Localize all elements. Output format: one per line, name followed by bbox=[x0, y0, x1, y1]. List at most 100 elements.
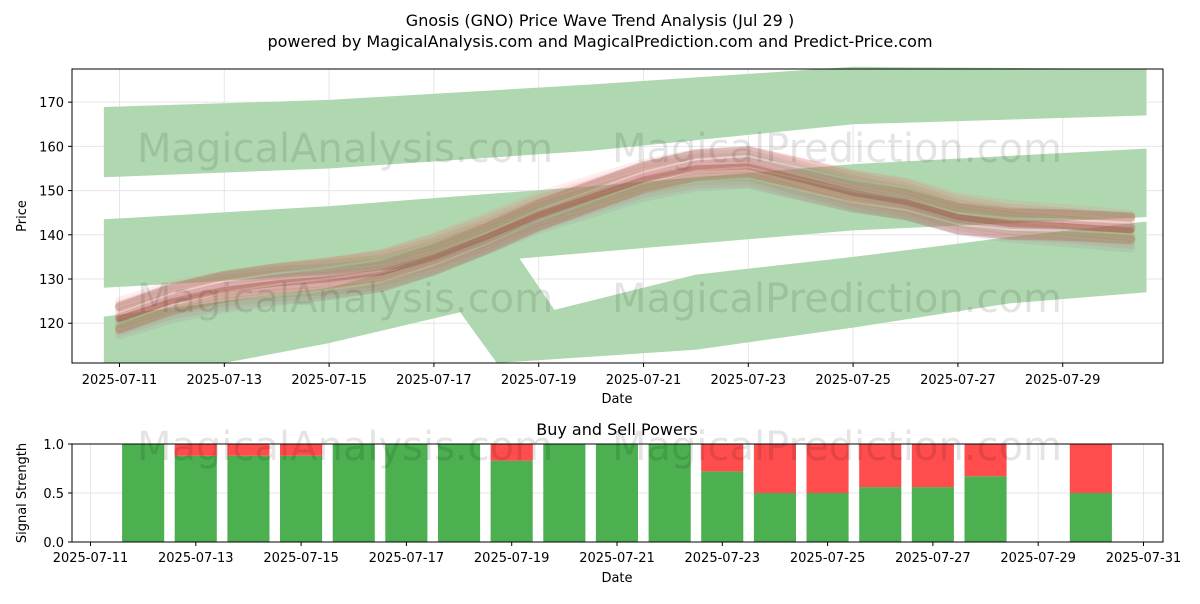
wave-band bbox=[115, 156, 1136, 323]
x-tick-label: 2025-07-23 bbox=[685, 551, 761, 566]
x-tick-label: 2025-07-15 bbox=[263, 551, 339, 566]
buy-bar bbox=[701, 471, 744, 542]
signal-y-label: Signal Strength bbox=[15, 443, 30, 543]
buy-bar bbox=[280, 455, 323, 542]
wave-band bbox=[115, 168, 1136, 332]
wave-band bbox=[115, 171, 1136, 334]
x-tick-label: 2025-07-29 bbox=[1025, 373, 1101, 388]
sell-bar bbox=[753, 444, 796, 493]
sell-bar bbox=[1069, 444, 1112, 493]
trend-band-lower bbox=[103, 221, 1147, 363]
buy-bar bbox=[911, 487, 954, 542]
x-tick-label: 2025-07-23 bbox=[711, 373, 787, 388]
signal-bars bbox=[122, 444, 1112, 542]
wave-band bbox=[115, 157, 1136, 323]
buy-bar bbox=[964, 476, 1007, 542]
wave-band bbox=[115, 168, 1136, 334]
wave-band bbox=[115, 167, 1136, 325]
buy-bar bbox=[438, 444, 481, 542]
y-tick-label: 170 bbox=[39, 96, 64, 111]
price-x-ticks: 2025-07-11 2025-07-13 2025-07-15 2025-07-17… bbox=[82, 363, 1101, 388]
buy-bar bbox=[806, 493, 849, 542]
y-tick-label: 160 bbox=[39, 140, 64, 155]
chart-title: Gnosis (GNO) Price Wave Trend Analysis (… bbox=[406, 11, 794, 30]
buy-bar bbox=[595, 444, 638, 542]
wave-band bbox=[115, 178, 1136, 336]
x-tick-label: 2025-07-31 bbox=[1106, 551, 1182, 566]
wave-band bbox=[115, 157, 1136, 321]
x-tick-label: 2025-07-17 bbox=[369, 551, 445, 566]
x-tick-label: 2025-07-19 bbox=[501, 373, 577, 388]
watermark: MagicalAnalysis.com bbox=[137, 276, 553, 322]
wave-band bbox=[115, 153, 1136, 312]
sell-bar bbox=[701, 444, 744, 472]
wave-band bbox=[115, 168, 1136, 329]
buy-bar bbox=[122, 444, 165, 542]
wave-band bbox=[115, 149, 1136, 311]
x-tick-label: 2025-07-21 bbox=[579, 551, 655, 566]
sell-bar bbox=[911, 444, 954, 488]
price-panel: MagicalAnalysis.com MagicalPrediction.co… bbox=[15, 66, 1164, 407]
signal-x-ticks: 2025-07-11 2025-07-13 2025-07-15 2025-07-17… bbox=[53, 542, 1182, 566]
y-tick-label: 1.0 bbox=[43, 438, 64, 453]
watermark: MagicalPrediction.com bbox=[612, 424, 1062, 470]
x-tick-label: 2025-07-13 bbox=[187, 373, 263, 388]
x-tick-label: 2025-07-11 bbox=[82, 373, 158, 388]
x-tick-label: 2025-07-29 bbox=[1000, 551, 1076, 566]
buy-bar bbox=[227, 455, 270, 542]
signal-y-ticks: 0.0 0.5 1.0 bbox=[43, 438, 72, 551]
watermark: MagicalAnalysis.com bbox=[137, 126, 553, 172]
sell-bar bbox=[859, 444, 902, 488]
trend-band-middle bbox=[103, 148, 1147, 288]
x-tick-label: 2025-07-19 bbox=[474, 551, 550, 566]
buy-bar bbox=[543, 444, 586, 542]
signal-panel: Buy and Sell Powers MagicalAnalysis.com … bbox=[15, 420, 1181, 586]
y-tick-label: 140 bbox=[39, 229, 64, 244]
price-x-label: Date bbox=[601, 392, 632, 407]
wave-band bbox=[115, 179, 1136, 340]
y-tick-label: 150 bbox=[39, 185, 64, 200]
wave-band bbox=[115, 160, 1136, 323]
x-tick-label: 2025-07-11 bbox=[53, 551, 129, 566]
price-bands bbox=[103, 66, 1147, 363]
x-tick-label: 2025-07-17 bbox=[396, 373, 472, 388]
signal-watermarks: MagicalAnalysis.com MagicalPrediction.co… bbox=[137, 424, 1062, 470]
chart-subtitle: powered by MagicalAnalysis.com and Magic… bbox=[267, 32, 932, 51]
sell-bar bbox=[227, 444, 270, 456]
y-tick-label: 120 bbox=[39, 317, 64, 332]
buy-bar bbox=[1069, 493, 1112, 542]
sell-bar bbox=[174, 444, 217, 456]
y-tick-label: 0.5 bbox=[43, 487, 64, 502]
buy-bar bbox=[332, 444, 375, 542]
buy-bar bbox=[648, 444, 691, 542]
wave-band bbox=[115, 145, 1136, 312]
wave-band bbox=[115, 168, 1136, 334]
watermark: MagicalPrediction.com bbox=[612, 276, 1062, 322]
buy-bar bbox=[174, 455, 217, 542]
y-tick-label: 130 bbox=[39, 273, 64, 288]
sell-bar bbox=[964, 444, 1007, 477]
wave-band bbox=[115, 146, 1136, 306]
x-tick-label: 2025-07-21 bbox=[606, 373, 682, 388]
trend-band-upper bbox=[103, 66, 1147, 178]
wave-band bbox=[115, 146, 1136, 310]
price-axes-frame bbox=[71, 68, 1164, 364]
wave-center bbox=[116, 163, 1134, 322]
wave-band bbox=[115, 156, 1136, 314]
wave-band bbox=[115, 157, 1136, 317]
x-tick-label: 2025-07-25 bbox=[790, 551, 866, 566]
price-y-label: Price bbox=[15, 200, 30, 232]
sell-bar bbox=[490, 444, 533, 461]
sell-bar bbox=[806, 444, 849, 493]
signal-x-label: Date bbox=[601, 571, 632, 586]
x-tick-label: 2025-07-27 bbox=[920, 373, 996, 388]
y-tick-label: 0.0 bbox=[43, 536, 64, 551]
x-tick-label: 2025-07-15 bbox=[291, 373, 367, 388]
price-watermarks: MagicalAnalysis.com MagicalPrediction.co… bbox=[137, 126, 1062, 322]
watermark: MagicalPrediction.com bbox=[612, 126, 1062, 172]
x-tick-label: 2025-07-27 bbox=[895, 551, 971, 566]
watermark: MagicalAnalysis.com bbox=[137, 424, 553, 470]
x-tick-label: 2025-07-25 bbox=[815, 373, 891, 388]
